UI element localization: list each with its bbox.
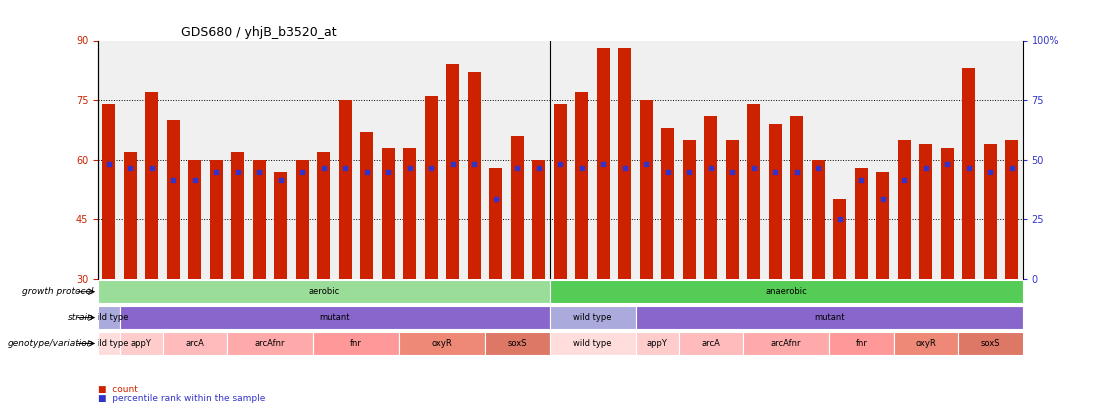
Bar [339,100,352,279]
Bar [919,144,932,279]
Bar [360,132,373,279]
Text: ■  percentile rank within the sample: ■ percentile rank within the sample [98,394,265,403]
Bar [812,160,824,279]
Bar [639,100,653,279]
Text: GDS680 / yhjB_b3520_at: GDS680 / yhjB_b3520_at [182,26,336,39]
Bar [209,160,223,279]
Bar [877,172,889,279]
Text: mutant: mutant [320,313,350,322]
Text: oxyR: oxyR [432,339,452,348]
Bar [163,332,227,355]
Text: growth protocol: growth protocol [22,287,94,296]
Bar [549,332,636,355]
Bar [313,332,399,355]
Bar [958,332,1023,355]
Bar [576,92,588,279]
Bar [549,280,1023,303]
Text: strain: strain [68,313,94,322]
Bar [489,168,502,279]
Bar [854,168,868,279]
Bar [597,49,609,279]
Text: aerobic: aerobic [309,287,340,296]
Text: soxS: soxS [980,339,1000,348]
Bar [833,199,847,279]
Bar [829,332,893,355]
Text: appY: appY [130,339,152,348]
Bar [227,332,313,355]
Bar [636,306,1023,329]
Text: wild type: wild type [89,339,128,348]
Bar [119,332,163,355]
Bar [403,148,417,279]
Bar [98,332,119,355]
Bar [636,332,678,355]
Text: fnr: fnr [350,339,362,348]
Bar [683,140,696,279]
Text: soxS: soxS [508,339,527,348]
Bar [424,96,438,279]
Bar [898,140,911,279]
Text: genotype/variation: genotype/variation [8,339,94,348]
Text: oxyR: oxyR [916,339,936,348]
Bar [704,116,717,279]
Bar [662,128,674,279]
Text: anaerobic: anaerobic [765,287,807,296]
Bar [102,104,115,279]
Bar [98,280,549,303]
Bar [726,140,739,279]
Text: arcA: arcA [185,339,204,348]
Bar [549,306,636,329]
Bar [447,64,459,279]
Bar [296,160,309,279]
Bar [678,332,743,355]
Text: fnr: fnr [856,339,868,348]
Bar [188,160,202,279]
Bar [124,152,137,279]
Bar [274,172,287,279]
Bar [98,306,119,329]
Bar [167,120,179,279]
Bar [984,144,997,279]
Bar [1006,140,1018,279]
Bar [485,332,549,355]
Bar [747,104,761,279]
Text: arcAfnr: arcAfnr [255,339,285,348]
Bar [232,152,244,279]
Text: wild type: wild type [89,313,128,322]
Bar [554,104,567,279]
Bar [962,68,976,279]
Bar [941,148,954,279]
Bar [119,306,549,329]
Text: wild type: wild type [574,339,612,348]
Bar [317,152,330,279]
Text: wild type: wild type [574,313,612,322]
Text: mutant: mutant [814,313,844,322]
Text: arcA: arcA [702,339,721,348]
Text: appY: appY [646,339,667,348]
Bar [511,136,524,279]
Bar [618,49,632,279]
Bar [893,332,958,355]
Bar [769,124,782,279]
Bar [532,160,545,279]
Bar [791,116,803,279]
Bar [253,160,266,279]
Bar [743,332,829,355]
Bar [145,92,158,279]
Bar [468,72,481,279]
Text: arcAfnr: arcAfnr [771,339,801,348]
Text: ■  count: ■ count [98,385,138,394]
Bar [382,148,394,279]
Bar [399,332,485,355]
